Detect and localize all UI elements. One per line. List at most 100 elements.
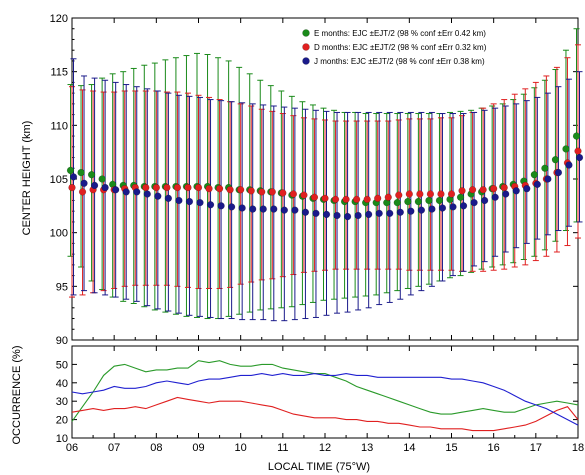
- data-point: [238, 204, 246, 212]
- y-tick-label: 105: [50, 174, 68, 186]
- data-point: [435, 196, 444, 205]
- y-tick-label: 20: [56, 415, 68, 427]
- data-point: [479, 186, 487, 194]
- data-point: [551, 156, 560, 164]
- y-tick-label: 120: [50, 13, 68, 25]
- data-point: [249, 205, 257, 213]
- data-point: [533, 180, 541, 189]
- data-point: [259, 205, 267, 213]
- data-point: [449, 203, 457, 211]
- y-tick-label: 30: [56, 396, 68, 408]
- data-point: [565, 161, 573, 169]
- data-point: [312, 209, 320, 217]
- data-point: [133, 188, 141, 196]
- data-point: [425, 196, 433, 205]
- x-tick-label: 09: [192, 442, 204, 454]
- data-point: [98, 175, 106, 183]
- data-point: [417, 206, 426, 214]
- data-point: [554, 168, 563, 177]
- x-tick-label: 16: [488, 442, 500, 454]
- data-point: [343, 212, 352, 221]
- data-point: [374, 194, 382, 202]
- data-point: [270, 205, 278, 213]
- data-point: [142, 183, 150, 192]
- data-point: [447, 190, 456, 198]
- data-point: [163, 183, 171, 192]
- data-point: [354, 211, 362, 220]
- data-point: [69, 173, 78, 181]
- data-point: [152, 183, 160, 192]
- occurrence-line-j: [71, 373, 579, 426]
- y-tick-label: 10: [56, 433, 68, 445]
- data-point: [164, 194, 173, 202]
- x-tick-label: 15: [445, 442, 457, 454]
- data-point: [66, 166, 75, 175]
- data-point: [384, 193, 392, 201]
- data-point: [490, 185, 498, 193]
- data-point: [227, 203, 236, 211]
- data-point: [173, 183, 182, 192]
- data-point: [301, 208, 310, 216]
- legend-entry: J months: EJC ±EJT/2 (98 % conf ±Err 0.3…: [314, 57, 485, 66]
- data-point: [456, 193, 465, 201]
- data-point: [90, 181, 99, 190]
- occurrence-panel: 06 07 08 09 10 11 12 13 14 15 16 17 18 10 20 30 40 50: [56, 345, 584, 454]
- data-point: [404, 197, 412, 206]
- data-point: [541, 164, 549, 172]
- data-point: [237, 186, 245, 194]
- x-tick-label: 14: [403, 442, 415, 454]
- y-tick-label: 40: [56, 378, 68, 390]
- data-point: [363, 195, 371, 204]
- data-point: [470, 198, 478, 207]
- y-tick-label: 90: [56, 335, 68, 347]
- bottom-plot-frame: [71, 345, 579, 439]
- y-tick-label: 100: [50, 228, 68, 240]
- data-point: [405, 190, 413, 198]
- y-tick-label: 50: [56, 359, 68, 371]
- data-point: [247, 187, 255, 195]
- data-point: [502, 190, 510, 198]
- data-point: [575, 153, 584, 162]
- data-point: [426, 190, 435, 198]
- data-point: [80, 179, 88, 187]
- data-point: [458, 187, 466, 195]
- y-tick-label: 110: [50, 120, 68, 132]
- data-point: [365, 210, 373, 219]
- x-tick-label: 18: [572, 442, 584, 454]
- x-tick-label: 06: [66, 442, 78, 454]
- data-point: [215, 185, 224, 193]
- center-height-axis-label: CENTER HEIGHT (km): [21, 121, 33, 236]
- data-point: [523, 185, 531, 193]
- data-point: [184, 183, 192, 192]
- data-point: [375, 209, 383, 217]
- data-point: [544, 175, 552, 183]
- data-point: [217, 202, 225, 210]
- data-point: [386, 209, 394, 217]
- series-e-months: [67, 28, 580, 320]
- x-tick-label: 12: [319, 442, 331, 454]
- data-point: [407, 207, 415, 215]
- data-point: [112, 186, 120, 194]
- data-point: [291, 206, 299, 214]
- data-point: [333, 211, 341, 220]
- legend-marker: [302, 57, 310, 65]
- data-point: [279, 189, 287, 197]
- data-point: [68, 183, 76, 192]
- x-tick-label: 11: [277, 442, 288, 454]
- local-time-axis-label: LOCAL TIME (75°W): [268, 461, 370, 473]
- data-point: [574, 147, 582, 155]
- data-point: [459, 202, 468, 210]
- data-point: [414, 197, 423, 206]
- data-point: [342, 195, 350, 204]
- x-tick-label: 08: [150, 442, 162, 454]
- occurrence-axis-label: OCCURRENCE (%): [11, 346, 23, 445]
- data-point: [322, 210, 331, 219]
- data-point: [530, 171, 538, 179]
- data-point: [310, 193, 319, 201]
- occurrence-line-e: [71, 360, 579, 422]
- data-point: [154, 192, 162, 200]
- data-point: [258, 188, 266, 196]
- data-point: [196, 198, 204, 207]
- legend-marker: [302, 43, 310, 51]
